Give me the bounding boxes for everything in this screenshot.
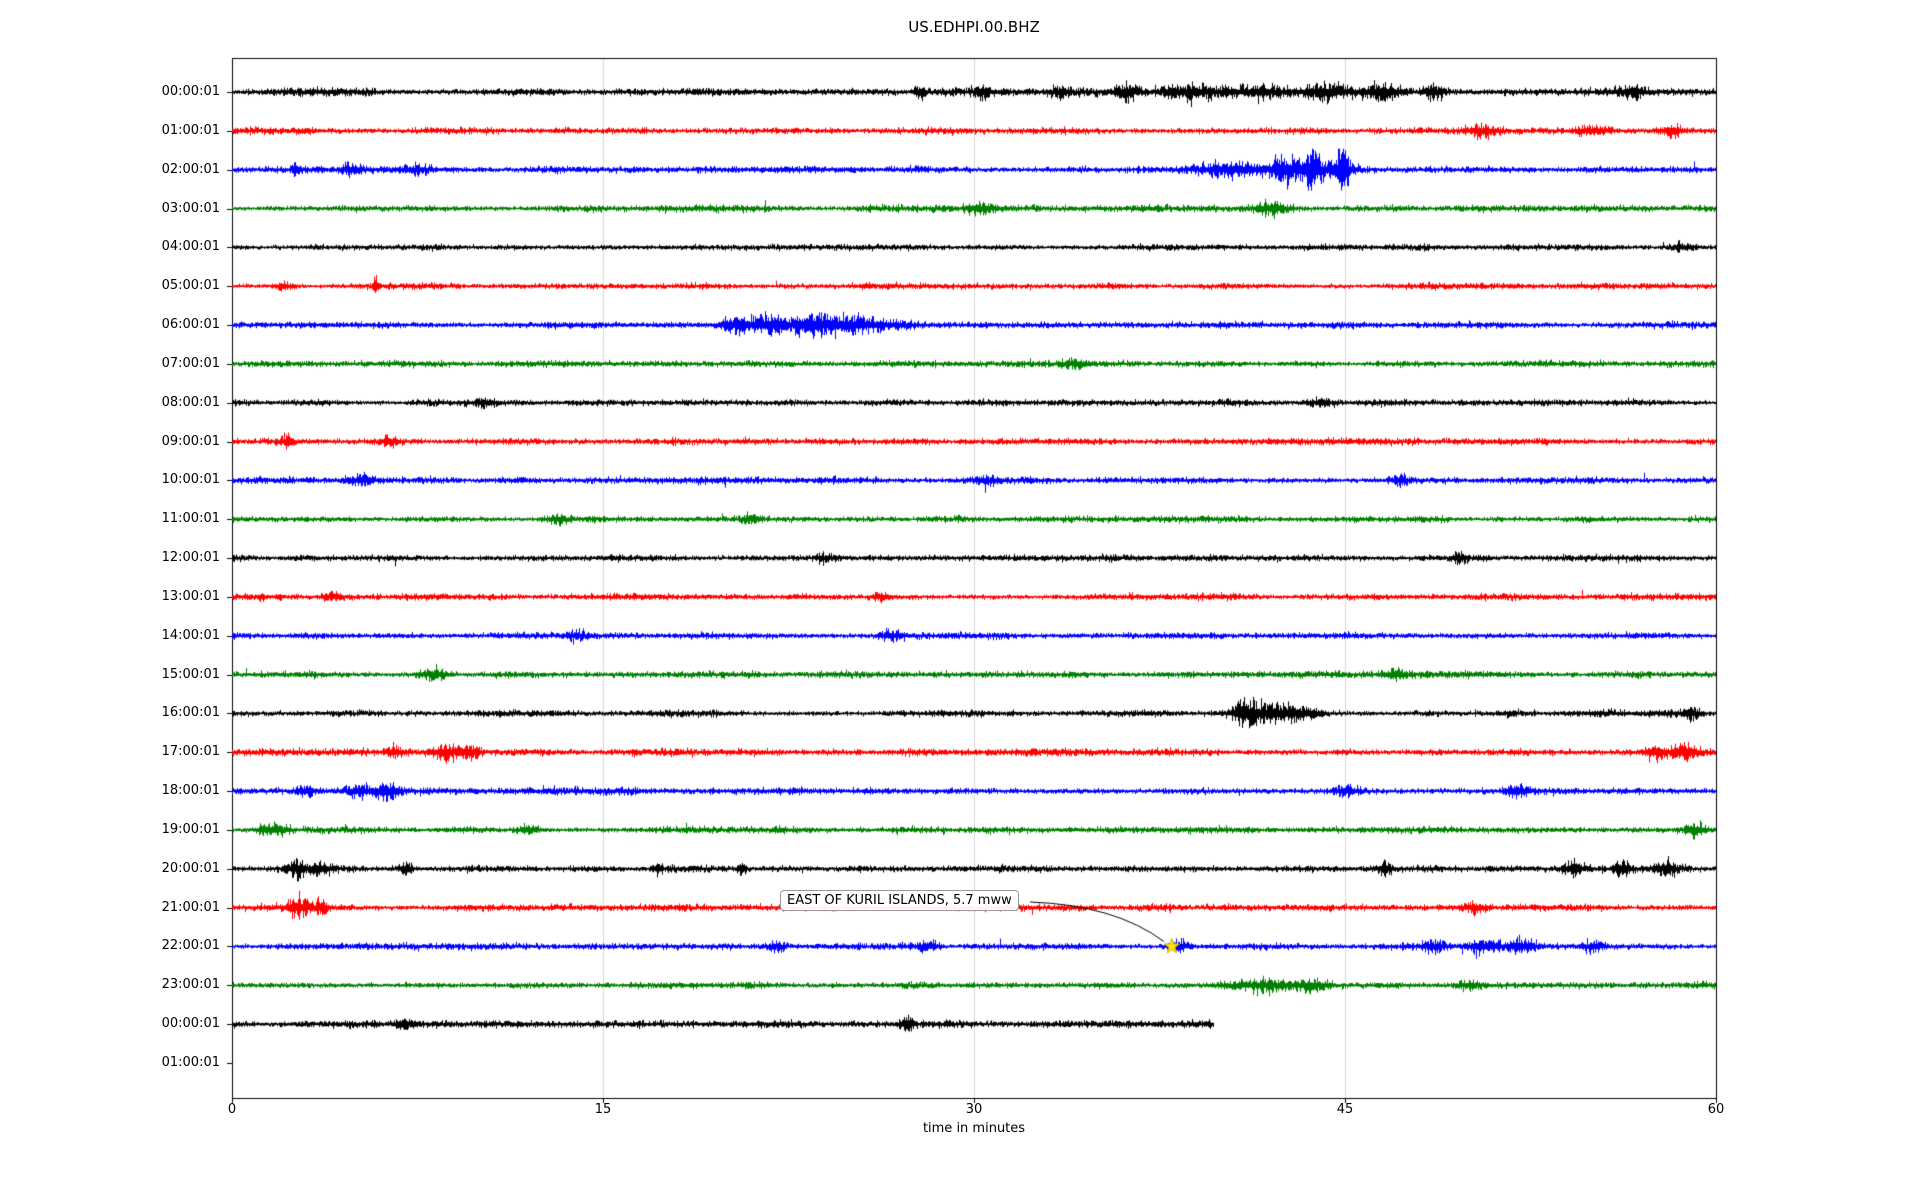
y-tick-label: 11:00:01	[161, 511, 220, 527]
x-tick-label: 15	[594, 1102, 612, 1117]
y-tick-label: 00:00:01	[161, 1016, 220, 1032]
y-tick-label: 16:00:01	[161, 705, 220, 721]
x-tick-label: 60	[1707, 1102, 1725, 1117]
x-tick-label: 45	[1336, 1102, 1354, 1117]
x-tick-label: 30	[965, 1102, 983, 1117]
chart-title: US.EDHPI.00.BHZ	[908, 18, 1040, 36]
y-tick-label: 06:00:01	[161, 317, 220, 333]
event-annotation-label: EAST OF KURIL ISLANDS, 5.7 mww	[780, 890, 1019, 911]
y-tick-label: 14:00:01	[161, 627, 220, 643]
y-tick-label: 10:00:01	[161, 472, 220, 488]
y-tick-label: 20:00:01	[161, 860, 220, 876]
y-tick-label: 13:00:01	[161, 588, 220, 604]
y-tick-label: 21:00:01	[161, 899, 220, 915]
y-tick-label: 17:00:01	[161, 744, 220, 760]
y-tick-label: 01:00:01	[161, 1055, 220, 1070]
y-tick-label: 18:00:01	[161, 783, 220, 799]
y-tick-label: 04:00:01	[161, 239, 220, 255]
y-tick-label: 09:00:01	[161, 433, 220, 449]
y-tick-label: 15:00:01	[161, 666, 220, 682]
y-tick-label: 08:00:01	[161, 394, 220, 410]
y-tick-label: 07:00:01	[161, 355, 220, 371]
y-tick-label: 00:00:01	[161, 84, 220, 99]
x-tick-label: 0	[227, 1102, 237, 1117]
y-tick-label: 12:00:01	[161, 550, 220, 566]
y-tick-label: 19:00:01	[161, 821, 220, 837]
y-tick-label: 01:00:01	[161, 122, 220, 138]
y-tick-label: 02:00:01	[161, 161, 220, 177]
y-tick-label: 22:00:01	[161, 938, 220, 954]
y-tick-label: 05:00:01	[161, 278, 220, 294]
y-tick-label: 03:00:01	[161, 200, 220, 216]
x-axis-title: time in minutes	[922, 1121, 1026, 1136]
y-tick-label: 23:00:01	[161, 977, 220, 993]
